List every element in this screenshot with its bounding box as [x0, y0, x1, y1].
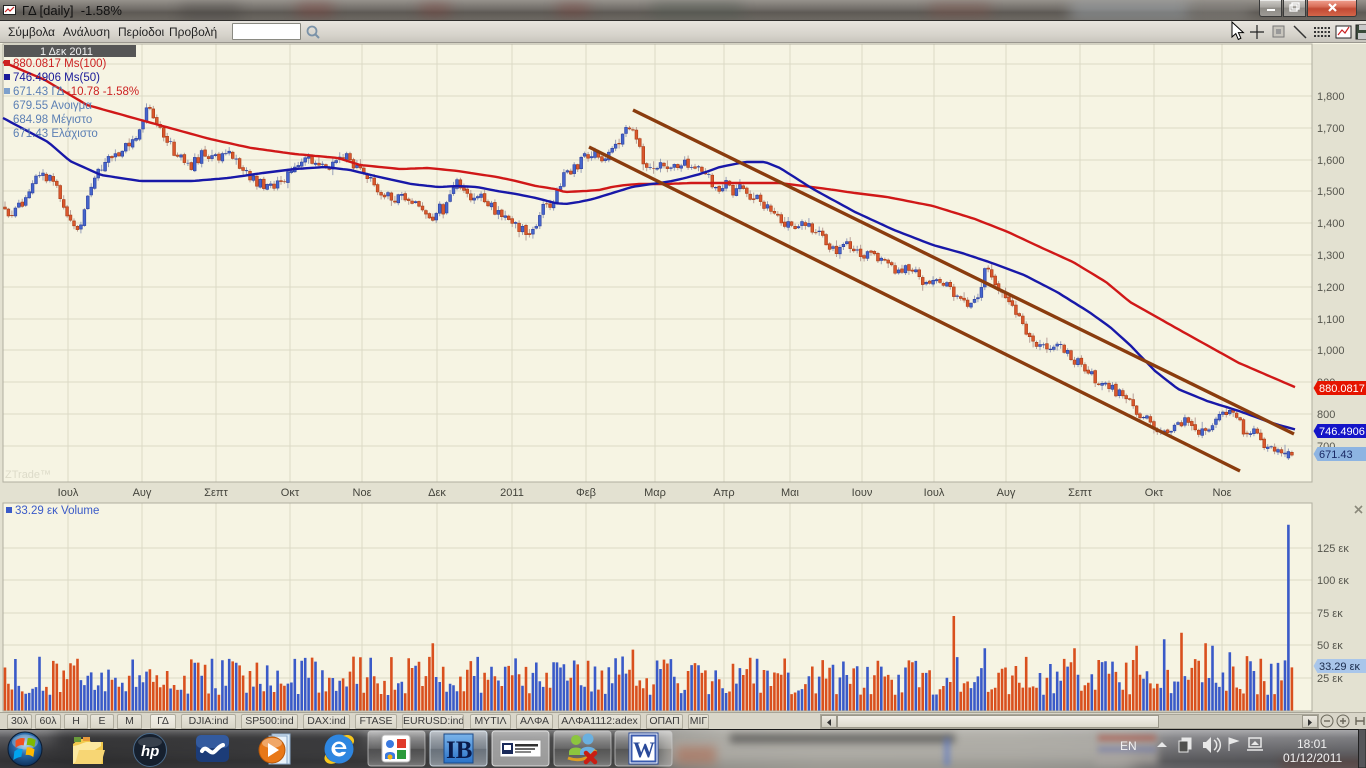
svg-text:746.4906: 746.4906 — [1319, 426, 1365, 438]
svg-text:746.4906 Μs(50): 746.4906 Μs(50) — [13, 72, 100, 84]
svg-text:Ιουλ: Ιουλ — [924, 487, 945, 499]
svg-text:1,600: 1,600 — [1317, 155, 1345, 167]
svg-text:IB: IB — [446, 737, 472, 764]
svg-text:Μαρ: Μαρ — [644, 487, 666, 499]
svg-text:Νοε: Νοε — [1213, 487, 1232, 499]
svg-text:75 εκ: 75 εκ — [1317, 608, 1343, 620]
svg-text:1 Δεκ 2011: 1 Δεκ 2011 — [40, 46, 93, 58]
svg-text:671.43: 671.43 — [1319, 449, 1353, 461]
svg-text:800: 800 — [1317, 409, 1335, 421]
svg-text:Απρ: Απρ — [713, 487, 734, 499]
svg-text:1,000: 1,000 — [1317, 345, 1345, 357]
svg-text:1,700: 1,700 — [1317, 123, 1345, 135]
svg-text:125 εκ: 125 εκ — [1317, 543, 1349, 555]
svg-text:Σεπτ: Σεπτ — [1068, 487, 1092, 499]
svg-text:679.55 Ανοιγμα: 679.55 Ανοιγμα — [13, 100, 92, 112]
svg-text:880.0817 Μs(100): 880.0817 Μs(100) — [13, 58, 107, 70]
svg-text:EN: EN — [1120, 739, 1137, 753]
svg-text:Φεβ: Φεβ — [576, 487, 596, 499]
svg-text:1,300: 1,300 — [1317, 250, 1345, 262]
svg-text:1,800: 1,800 — [1317, 91, 1345, 103]
svg-text:Δεκ: Δεκ — [428, 487, 446, 499]
svg-text:100 εκ: 100 εκ — [1317, 575, 1349, 587]
svg-text:W: W — [633, 737, 655, 762]
svg-text:1,200: 1,200 — [1317, 282, 1345, 294]
svg-text:1,500: 1,500 — [1317, 186, 1345, 198]
svg-text:Σεπτ: Σεπτ — [204, 487, 228, 499]
svg-text:1,400: 1,400 — [1317, 218, 1345, 230]
svg-text:Ιουν: Ιουν — [852, 487, 873, 499]
svg-text:1,100: 1,100 — [1317, 314, 1345, 326]
svg-text:Νοε: Νοε — [353, 487, 372, 499]
svg-text:880.0817: 880.0817 — [1319, 383, 1365, 395]
svg-text:Αυγ: Αυγ — [133, 487, 152, 499]
svg-text:Οκτ: Οκτ — [281, 487, 300, 499]
svg-text:ZTrade™: ZTrade™ — [5, 469, 51, 481]
svg-text:671.43 Ελάχιστο: 671.43 Ελάχιστο — [13, 128, 98, 140]
svg-text:33.29 εκ Volume: 33.29 εκ Volume — [15, 505, 99, 517]
svg-text:18:01: 18:01 — [1297, 737, 1327, 751]
svg-text:33.29 εκ: 33.29 εκ — [1319, 661, 1360, 673]
svg-text:Οκτ: Οκτ — [1145, 487, 1164, 499]
svg-text:684.98 Μέγιστο: 684.98 Μέγιστο — [13, 114, 92, 126]
svg-text:01/12/2011: 01/12/2011 — [1283, 751, 1342, 765]
svg-text:671.43 ΓΔ -10.78 -1.58%: 671.43 ΓΔ -10.78 -1.58% — [13, 86, 139, 98]
svg-text:hp: hp — [141, 743, 159, 760]
svg-text:50 εκ: 50 εκ — [1317, 640, 1343, 652]
svg-text:Αυγ: Αυγ — [997, 487, 1016, 499]
svg-text:Ιουλ: Ιουλ — [58, 487, 79, 499]
svg-text:25 εκ: 25 εκ — [1317, 673, 1343, 685]
svg-text:2011: 2011 — [500, 487, 524, 499]
svg-text:Μαι: Μαι — [781, 487, 800, 499]
